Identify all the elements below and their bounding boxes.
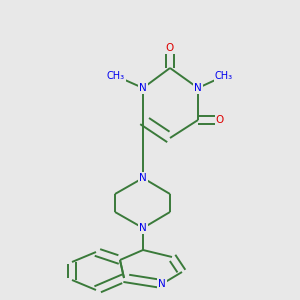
Text: N: N: [139, 223, 147, 233]
Text: CH₃: CH₃: [107, 71, 125, 81]
Text: N: N: [139, 173, 147, 183]
Text: N: N: [158, 279, 166, 289]
Text: O: O: [166, 43, 174, 53]
Text: N: N: [194, 83, 202, 93]
Text: N: N: [139, 83, 147, 93]
Text: O: O: [216, 115, 224, 125]
Text: CH₃: CH₃: [215, 71, 233, 81]
